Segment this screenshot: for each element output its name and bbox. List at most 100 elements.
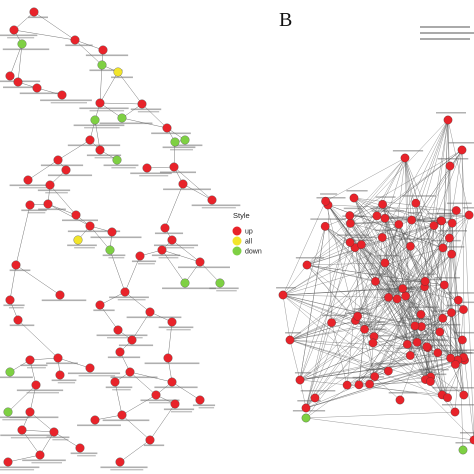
panel-a-node (25, 200, 35, 210)
panel-a-node (117, 410, 127, 420)
panel-a-node (13, 77, 23, 87)
panel-a-node-label (74, 247, 95, 249)
panel-b-edge (289, 339, 426, 380)
panel-b-node-label (418, 368, 449, 371)
panel-b-node-label (429, 344, 452, 347)
panel-b-node-label (374, 362, 408, 365)
panel-b-node-label (425, 323, 461, 326)
panel-a-node-label (0, 34, 38, 37)
panel-a-node (195, 395, 205, 405)
panel-a-node-label (105, 386, 133, 389)
panel-a-edge (27, 159, 59, 181)
panel-b-edge (299, 237, 450, 381)
panel-a-node-label (51, 379, 77, 382)
panel-b-edge (382, 204, 422, 327)
panel-a-node-label (112, 389, 131, 391)
panel-a-node (160, 223, 170, 233)
panel-b-edge (289, 214, 470, 341)
panel-a-node-label (27, 16, 49, 19)
panel-b-node-label (445, 292, 474, 294)
panel-b-node-label (437, 230, 467, 232)
panel-a-node (105, 245, 115, 255)
panel-b-edge (357, 316, 463, 341)
panel-a-node (107, 227, 117, 237)
panel-a-node-label (9, 269, 31, 272)
panel-b-edge (282, 294, 401, 401)
panel-a-node-label (93, 309, 115, 312)
panel-b-edge (325, 201, 428, 348)
panel-b-node (459, 390, 469, 400)
panel-b-edge (415, 119, 449, 204)
panel-b-node (401, 291, 410, 301)
panel-a-edge (129, 371, 157, 396)
panel-b-edge (358, 359, 465, 386)
panel-b-node (411, 198, 421, 208)
panel-a-node-label (46, 436, 70, 439)
panel-a-node (115, 347, 125, 357)
panel-b-node (394, 220, 404, 229)
panel-b-node (365, 379, 374, 389)
panel-b-node-label (371, 210, 405, 212)
panel-b-node (426, 377, 435, 386)
panel-a-node-label (107, 337, 143, 339)
panel-a-node-label (84, 127, 120, 129)
panel-a-node (70, 35, 80, 45)
panel-a-edge (161, 249, 201, 263)
panel-a-node-label (0, 469, 35, 471)
panel-a-edge (199, 261, 221, 284)
panel-b-edge (331, 322, 415, 327)
panel-b-edge (374, 342, 418, 377)
panel-a-node-label (137, 111, 160, 113)
panel-a-node (13, 315, 23, 325)
panel-a-node-label (67, 372, 121, 375)
panel-a-node-label (7, 37, 35, 39)
panel-a-node-label (110, 469, 144, 471)
panel-a-node-label (154, 386, 198, 389)
panel-b-node (285, 335, 295, 345)
panel-a-edge (171, 381, 201, 401)
panel-a-edge (17, 319, 59, 359)
panel-a-node-label (162, 287, 216, 290)
panel-b-node-label (422, 217, 452, 220)
panel-b-node (321, 196, 330, 206)
panel-a-node-label (130, 108, 162, 111)
panel-a-node-label (159, 171, 197, 174)
panel-a-node-label (3, 86, 41, 89)
panel-a-node-label (117, 299, 146, 301)
panel-b-node-label (455, 301, 474, 304)
panel-b-node-label (453, 331, 474, 334)
panel-b-edge (289, 295, 406, 341)
panel-b-edge (369, 381, 431, 385)
panel-a-node-label (37, 189, 71, 192)
panel-a-node (57, 90, 67, 100)
panel-a-node-label (111, 167, 136, 169)
panel-b-edge (382, 204, 411, 356)
panel-a-node (135, 251, 145, 261)
panel-b-node (420, 276, 430, 286)
panel-a-edge (182, 183, 213, 201)
panel-a-edge (53, 431, 81, 449)
panel-b-node-label (370, 207, 390, 210)
panel-b-node-label (295, 257, 325, 259)
panel-b-edge (325, 226, 351, 243)
panel-a-node-label (100, 466, 148, 469)
panel-a-edge (21, 429, 55, 433)
panel-b-edge (410, 225, 435, 356)
panel-a-node (170, 399, 180, 409)
panel-b-edge (305, 384, 360, 409)
panel-b-edge (299, 357, 451, 381)
panel-b-node (429, 221, 439, 230)
panel-a-node (17, 39, 27, 49)
panel-b-node (345, 238, 355, 247)
panel-a-node-label (154, 232, 184, 235)
legend-label-up: up (245, 229, 253, 236)
panel-b-node-label (414, 338, 445, 341)
panel-a-node-label (21, 209, 47, 212)
panel-b-node-label (417, 318, 432, 321)
panel-a-node-label (209, 287, 239, 290)
panel-b-node (392, 294, 402, 304)
panel-b-edge (361, 244, 465, 361)
panel-b-edge (327, 204, 431, 378)
panel-b-edge (442, 247, 464, 396)
panel-b-node-label (346, 190, 368, 192)
